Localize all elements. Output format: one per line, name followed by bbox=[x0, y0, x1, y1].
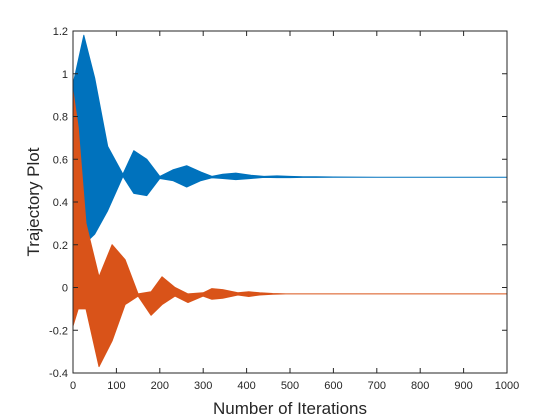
y-tick-label: 0.6 bbox=[53, 154, 68, 166]
y-tick-label: 0 bbox=[62, 283, 68, 295]
x-tick-label: 800 bbox=[411, 380, 429, 392]
x-tick-label: 100 bbox=[107, 380, 125, 392]
x-tick-label: 900 bbox=[454, 380, 472, 392]
y-tick-label: 1 bbox=[62, 69, 68, 81]
x-tick-label: 0 bbox=[70, 380, 76, 392]
x-tick-label: 700 bbox=[368, 380, 386, 392]
y-tick-label: 0.8 bbox=[53, 112, 68, 124]
y-tick-label: 0.4 bbox=[53, 197, 68, 209]
plot-frame bbox=[72, 30, 508, 374]
y-axis-title: Trajectory Plot bbox=[24, 147, 43, 256]
x-tick-label: 200 bbox=[151, 380, 169, 392]
y-tick-label: -0.2 bbox=[49, 325, 68, 337]
y-axis-ticks: -0.4 -0.2 0 0.2 0.4 0.6 0.8 1 1.2 bbox=[49, 26, 507, 380]
x-axis-title: Number of Iterations bbox=[213, 399, 367, 418]
x-tick-label: 300 bbox=[194, 380, 212, 392]
x-tick-label: 1000 bbox=[495, 380, 519, 392]
x-tick-label: 400 bbox=[237, 380, 255, 392]
y-tick-label: 0.2 bbox=[53, 240, 68, 252]
x-tick-label: 600 bbox=[324, 380, 342, 392]
series-1-band bbox=[72, 34, 508, 246]
x-axis-ticks: 0 100 200 300 400 500 600 700 800 900 1000 bbox=[70, 31, 519, 392]
x-tick-label: 500 bbox=[281, 380, 299, 392]
series-2-band bbox=[72, 90, 508, 368]
y-tick-label: 1.2 bbox=[53, 26, 68, 38]
series-layer bbox=[72, 34, 508, 368]
y-tick-label: -0.4 bbox=[49, 368, 68, 380]
